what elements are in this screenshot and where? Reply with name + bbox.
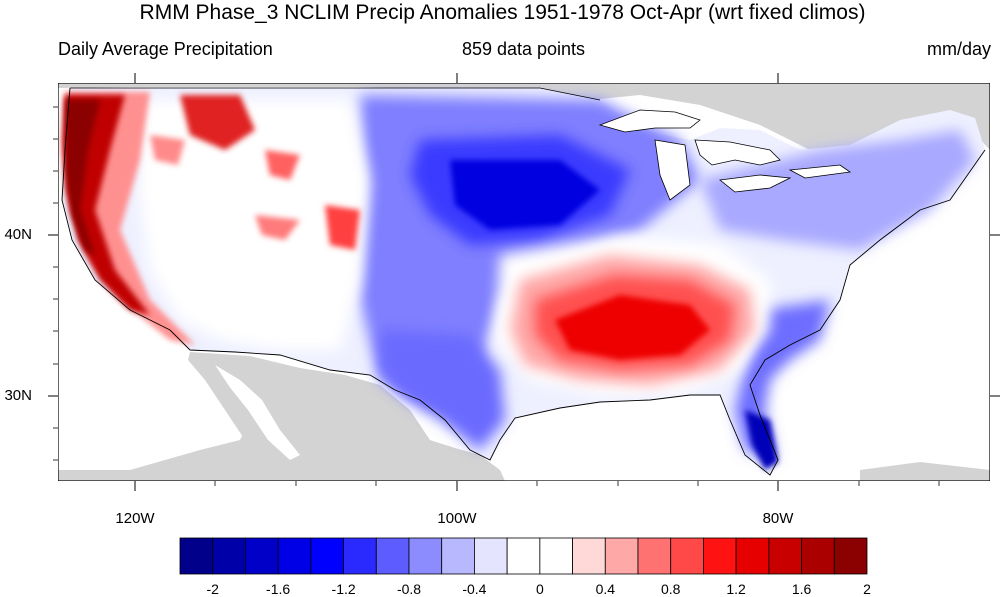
lon-label-120w: 120W bbox=[115, 510, 155, 527]
gulf-of-california bbox=[215, 365, 300, 460]
anomaly-positive-rockies-north bbox=[180, 95, 255, 150]
mexico-landmass bbox=[58, 352, 505, 481]
colorbar-swatch bbox=[506, 537, 541, 575]
baja-peninsula bbox=[188, 352, 275, 470]
anomaly-positive-core bbox=[555, 295, 710, 360]
coastline bbox=[61, 87, 986, 476]
data-points-label: 859 data points bbox=[461, 39, 586, 59]
colorbar-swatch bbox=[441, 537, 475, 575]
colorbar-swatch bbox=[604, 537, 639, 575]
map-title: RMM Phase_3 NCLIM Precip Anomalies 1951-… bbox=[139, 1, 866, 24]
colorbar-swatch bbox=[703, 537, 737, 575]
axis-ticks bbox=[48, 73, 1000, 491]
colorbar-label: -2 bbox=[206, 581, 219, 597]
lon-label-100w: 100W bbox=[437, 510, 477, 527]
colorbar-label: -0.4 bbox=[462, 581, 487, 597]
colorbar-swatch bbox=[408, 537, 443, 575]
colorbar-label: 0.8 bbox=[660, 581, 681, 597]
colorbar bbox=[179, 537, 868, 575]
colorbar-swatch bbox=[343, 537, 377, 575]
colorbar-label: -1.6 bbox=[266, 581, 291, 597]
colorbar-swatch bbox=[474, 537, 508, 575]
colorbar-label: 0 bbox=[535, 581, 544, 597]
colorbar-swatch bbox=[179, 537, 214, 575]
anomaly-negative-max bbox=[450, 160, 600, 230]
colorbar-swatch bbox=[277, 537, 312, 575]
colorbar-swatch bbox=[245, 537, 279, 575]
colorbar-label: 0.4 bbox=[595, 581, 616, 597]
colorbar-swatch bbox=[310, 537, 344, 575]
colorbar-swatch bbox=[735, 537, 770, 575]
colorbar-swatch bbox=[212, 537, 246, 575]
colorbar-swatch bbox=[375, 537, 410, 575]
great-lakes bbox=[598, 109, 852, 201]
colorbar-swatch bbox=[833, 537, 868, 575]
colorbar-swatch bbox=[670, 537, 704, 575]
anomaly-positive-rockies-d bbox=[150, 135, 185, 165]
anomaly-negative-texas bbox=[380, 330, 505, 450]
units-label: mm/day bbox=[926, 39, 991, 59]
minor-ticks bbox=[53, 106, 940, 486]
lat-label-30n: 30N bbox=[4, 387, 32, 404]
colorbar-swatch bbox=[768, 537, 802, 575]
colorbar-swatch bbox=[539, 537, 573, 575]
anomaly-positive-coast-max bbox=[66, 100, 100, 255]
colorbar-swatch bbox=[801, 537, 835, 575]
colorbar-swatch bbox=[572, 537, 606, 575]
colorbar-label: 2 bbox=[863, 581, 871, 597]
lat-label-40n: 40N bbox=[4, 226, 32, 243]
anomaly-positive-rockies-c bbox=[255, 215, 300, 240]
colorbar-label: 1.6 bbox=[791, 581, 812, 597]
anomaly-positive-rockies-a bbox=[265, 150, 300, 180]
canada-landmass bbox=[58, 83, 990, 160]
us-canada-border bbox=[70, 87, 601, 101]
colorbar-label: -0.8 bbox=[396, 581, 422, 597]
colorbar-label: 1.2 bbox=[726, 581, 746, 597]
anomaly-negative-florida bbox=[745, 410, 778, 470]
colorbar-label: -1.2 bbox=[331, 581, 356, 597]
anomaly-neutral-west bbox=[140, 100, 370, 350]
caribbean-landmass bbox=[860, 462, 990, 481]
variable-label: Daily Average Precipitation bbox=[58, 39, 273, 59]
lon-label-80w: 80W bbox=[762, 510, 794, 527]
anomaly-positive-rockies-b bbox=[325, 205, 360, 250]
colorbar-swatch bbox=[637, 537, 672, 575]
